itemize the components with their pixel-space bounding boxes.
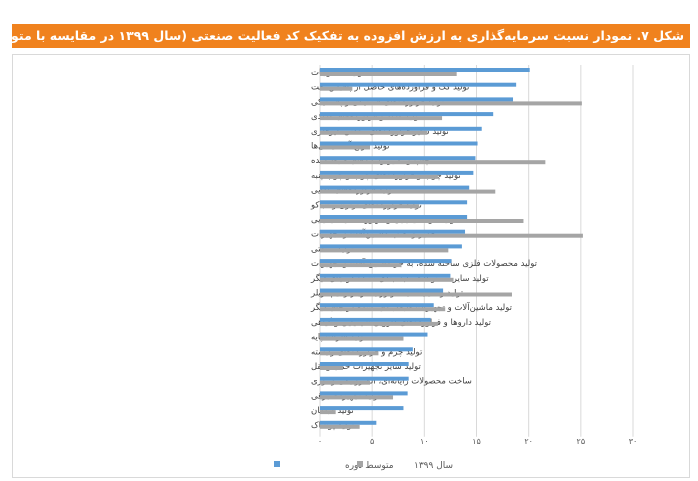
bar-1399	[320, 130, 428, 135]
category-label: تولید سایر تجهیزات حمل و نقل	[311, 362, 421, 372]
bar-average	[320, 185, 470, 190]
x-tick-label: ۲۵	[577, 437, 586, 446]
bar-average	[320, 362, 409, 366]
bar-1399	[320, 321, 438, 326]
bar-1399	[320, 204, 420, 209]
bar-1399	[320, 277, 454, 282]
bar-1399	[320, 366, 343, 370]
category-label: ساخت محصولات رایانه‌ای، الکترونیکی و نور…	[311, 377, 472, 387]
bar-average	[320, 259, 452, 264]
bar-average	[320, 288, 444, 293]
bar-average	[320, 244, 462, 249]
bar-average	[320, 391, 408, 396]
bar-1399	[320, 233, 583, 238]
x-tick-label: ۰	[318, 437, 322, 446]
legend-label-average: متوسط دوره	[345, 461, 394, 471]
bar-average	[320, 406, 404, 411]
bar-average	[320, 347, 413, 352]
bar-1399	[320, 189, 496, 194]
bar-1399	[320, 86, 353, 91]
bar-1399	[320, 351, 379, 356]
bar-1399	[320, 410, 336, 415]
bar-average	[320, 215, 468, 219]
bar-average	[320, 112, 494, 117]
x-tick-label: ۱۵	[472, 437, 481, 446]
bar-average	[320, 68, 530, 72]
bar-1399	[320, 116, 443, 121]
x-tick-label: ۵	[370, 437, 374, 446]
bar-average	[320, 141, 478, 146]
bar-average	[320, 229, 466, 234]
bar-1399	[320, 395, 394, 400]
bar-average	[320, 156, 476, 161]
bar-average	[320, 82, 517, 87]
x-tick-label: ۱۰	[420, 437, 429, 446]
chart-frame	[12, 54, 690, 478]
bar-average	[320, 200, 468, 205]
bar-average	[320, 97, 514, 102]
bar-1399	[320, 263, 402, 268]
bar-1399	[320, 380, 371, 385]
bar-average	[320, 273, 451, 278]
bar-1399	[320, 248, 449, 253]
x-tick-label: ۲۰	[524, 437, 533, 446]
bar-1399	[320, 72, 457, 76]
figure-title: شکل ۷. نمودار نسبت سرمایه‌گذاری به ارزش …	[12, 24, 690, 48]
bar-1399	[320, 174, 438, 179]
bar-1399	[320, 219, 524, 223]
bar-average	[320, 170, 474, 175]
legend-swatch-1399	[357, 461, 363, 467]
legend-swatch-average	[274, 461, 280, 467]
bar-1399	[320, 336, 404, 341]
bar-average	[320, 420, 377, 425]
bar-average	[320, 317, 431, 322]
bar-1399	[320, 145, 371, 150]
bar-1399	[320, 160, 546, 165]
bar-1399	[320, 307, 446, 312]
bar-average	[320, 126, 482, 131]
bar-average	[320, 376, 409, 381]
bar-1399	[320, 101, 582, 106]
bar-1399	[320, 292, 512, 297]
legend-label-1399: سال ۱۳۹۹	[414, 461, 453, 471]
x-tick-label: ۳۰	[629, 437, 638, 446]
bar-average	[320, 332, 428, 337]
bar-average	[320, 303, 434, 308]
bar-1399	[320, 424, 360, 429]
category-label: تولید کک و فراورده‌های حاصل از پالایش نف…	[311, 83, 470, 93]
